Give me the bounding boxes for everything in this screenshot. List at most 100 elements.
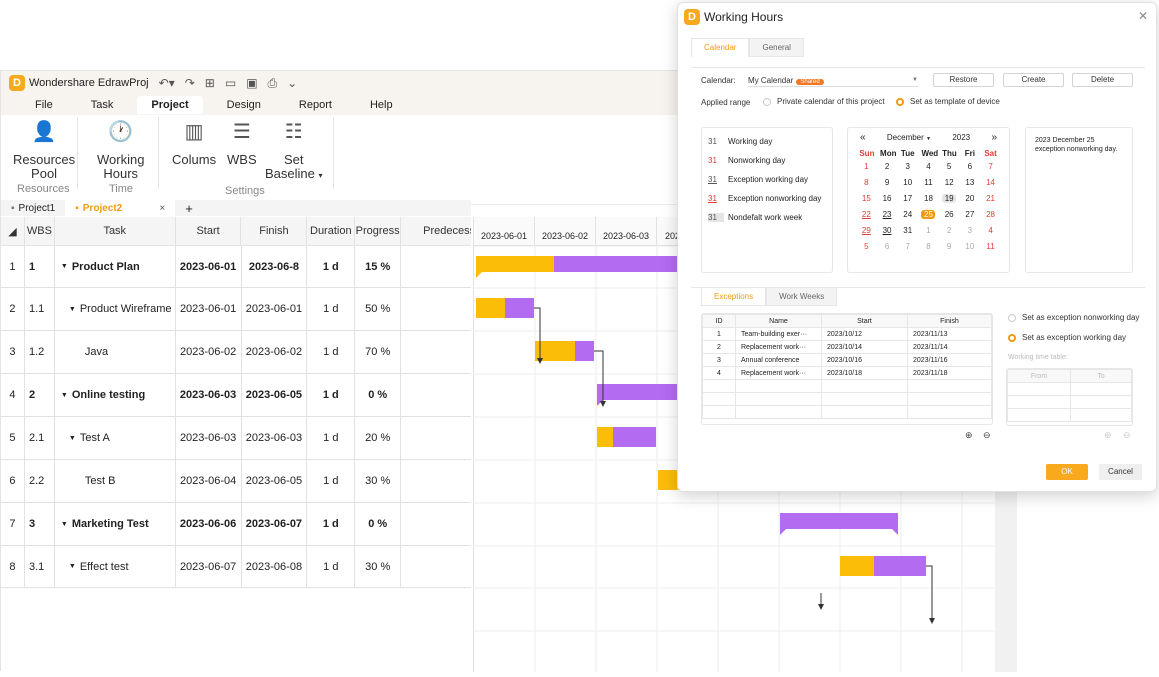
menu-task[interactable]: Task — [90, 99, 114, 111]
progress-cell[interactable]: 20 % — [355, 417, 402, 459]
range-private-option[interactable]: Private calendar of this project — [763, 97, 885, 106]
predecessors-cell[interactable] — [401, 246, 471, 287]
calendar-day[interactable]: 8 — [864, 177, 869, 187]
col-header-start[interactable]: Start — [176, 217, 242, 245]
finish-cell[interactable]: 2023-06-05 — [242, 374, 308, 416]
finish-cell[interactable]: 2023-06-8 — [242, 246, 308, 287]
predecessors-cell[interactable] — [401, 374, 471, 416]
table-row[interactable]: 1 Team-building exer··· 2023/10/12 2023/11/… — [702, 327, 992, 341]
task-bar[interactable] — [874, 556, 926, 576]
calendar-day[interactable]: 8 — [926, 241, 931, 251]
calendar-day[interactable]: 22 — [861, 209, 871, 219]
predecessors-cell[interactable] — [401, 460, 471, 502]
wbs-cell[interactable]: 3.1 — [25, 546, 55, 587]
year-label[interactable]: 2023 — [952, 133, 971, 142]
calendar-day[interactable]: 4 — [926, 161, 931, 171]
summary-bar-cap[interactable] — [892, 529, 898, 535]
collapse-arrow-icon[interactable]: ▼ — [68, 434, 76, 442]
finish-cell[interactable]: 2023-06-07 — [242, 503, 308, 545]
table-row[interactable] — [702, 392, 992, 406]
finish-cell[interactable]: 2023-06-02 — [242, 331, 308, 373]
progress-cell[interactable]: 30 % — [355, 460, 402, 502]
subtab-exceptions[interactable]: Exceptions — [701, 288, 767, 306]
calendar-day[interactable]: 10 — [965, 241, 975, 251]
task-bar-progress[interactable] — [535, 341, 575, 361]
save-icon[interactable]: ▣ — [246, 76, 258, 90]
calendar-day[interactable]: 29 — [861, 225, 871, 235]
restore-button[interactable]: Restore — [933, 73, 994, 87]
calendar-day[interactable]: 19 — [942, 193, 957, 203]
calendar-day[interactable]: 16 — [882, 193, 892, 203]
finish-cell[interactable]: 2023-06-01 — [242, 288, 308, 330]
delete-button[interactable]: Delete — [1072, 73, 1133, 87]
predecessors-cell[interactable] — [401, 503, 471, 545]
calendar-day[interactable]: 2 — [946, 225, 952, 235]
duration-cell[interactable]: 1 d — [307, 374, 356, 416]
working-hours-button[interactable]: 🕐 Working Hours — [97, 122, 144, 181]
close-icon[interactable]: ✕ — [1137, 9, 1148, 23]
wbs-button[interactable]: ☰ WBS — [227, 122, 257, 167]
calendar-day[interactable]: 5 — [946, 161, 952, 171]
collapse-arrow-icon[interactable]: ▼ — [60, 391, 68, 399]
task-cell[interactable]: ▼ Online testing — [55, 374, 176, 416]
calendar-day[interactable]: 12 — [944, 177, 954, 187]
close-tab-icon[interactable]: × — [159, 202, 166, 214]
add-tab-button[interactable]: + — [185, 200, 193, 216]
prev-month-icon[interactable]: « — [860, 132, 866, 143]
redo-icon[interactable]: ↷ — [184, 76, 195, 90]
progress-cell[interactable]: 70 % — [355, 331, 402, 373]
calendar-day[interactable]: 30 — [882, 225, 892, 235]
progress-cell[interactable]: 15 % — [355, 246, 402, 287]
finish-cell[interactable]: 2023-06-08 — [242, 546, 308, 587]
col-header-finish[interactable]: Finish — [241, 217, 308, 245]
col-header-task[interactable]: Task — [55, 217, 176, 245]
calendar-day[interactable]: 6 — [884, 241, 890, 251]
task-cell[interactable]: ▼ Product Wireframe — [55, 288, 176, 330]
ok-button[interactable]: OK — [1046, 464, 1088, 480]
calendar-day[interactable]: 26 — [944, 209, 954, 219]
range-template-option[interactable]: Set as template of device — [896, 97, 1000, 106]
summary-bar-cap[interactable] — [780, 529, 786, 535]
progress-cell[interactable]: 50 % — [355, 288, 402, 330]
undo-icon[interactable]: ↶▾ — [158, 76, 175, 90]
duration-cell[interactable]: 1 d — [307, 503, 356, 545]
duration-cell[interactable]: 1 d — [307, 546, 356, 587]
wbs-cell[interactable]: 3 — [25, 503, 55, 545]
table-row[interactable]: 2 Replacement work··· 2023/10/14 2023/11/14 — [702, 340, 992, 354]
collapse-arrow-icon[interactable]: ▼ — [68, 305, 76, 313]
predecessors-cell[interactable] — [401, 417, 471, 459]
subtab-work-weeks[interactable]: Work Weeks — [766, 288, 838, 306]
task-cell[interactable]: ▼ Test A — [55, 417, 176, 459]
calendar-day[interactable]: 24 — [903, 209, 913, 219]
col-header-predecessors[interactable]: Predecesso — [423, 225, 471, 237]
tab-general[interactable]: General — [749, 38, 804, 57]
calendar-select[interactable]: My Calendar Shared ▼ — [748, 74, 918, 87]
add-time-icon[interactable]: ⊕ — [1104, 430, 1112, 440]
task-cell[interactable]: ▼ Product Plan — [55, 246, 176, 287]
wbs-cell[interactable]: 2 — [25, 374, 55, 416]
set-baseline-button[interactable]: ☷ Set Baseline ▾ — [265, 122, 323, 183]
task-cell[interactable]: Java — [55, 331, 176, 373]
calendar-day[interactable]: 1 — [926, 225, 931, 235]
calendar-day[interactable]: 9 — [884, 177, 890, 187]
task-bar-progress[interactable] — [476, 298, 505, 318]
table-row[interactable]: 1 1 ▼ Product Plan 2023-06-01 2023-06-8 1 d 15 … — [1, 246, 471, 288]
calendar-day[interactable]: 28 — [986, 209, 996, 219]
task-bar[interactable] — [613, 427, 656, 447]
exception-nonworking-option[interactable]: Set as exception nonworking day — [1008, 313, 1139, 322]
progress-cell[interactable]: 30 % — [355, 546, 402, 587]
calendar-day[interactable]: 7 — [988, 161, 993, 171]
collapse-arrow-icon[interactable]: ▼ — [60, 520, 68, 528]
start-cell[interactable]: 2023-06-07 — [176, 546, 242, 587]
wbs-cell[interactable]: 1.1 — [25, 288, 55, 330]
calendar-day[interactable]: 2 — [884, 161, 890, 171]
summary-bar-cap[interactable] — [476, 272, 482, 278]
columns-button[interactable]: ▥ Colums — [172, 122, 216, 167]
calendar-day[interactable]: 4 — [988, 225, 993, 235]
start-cell[interactable]: 2023-06-03 — [176, 417, 242, 459]
task-cell[interactable]: ▼ Marketing Test — [55, 503, 176, 545]
next-month-icon[interactable]: » — [991, 132, 997, 143]
calendar-day[interactable]: 6 — [967, 161, 973, 171]
create-button[interactable]: Create — [1003, 73, 1064, 87]
task-bar-progress[interactable] — [840, 556, 874, 576]
